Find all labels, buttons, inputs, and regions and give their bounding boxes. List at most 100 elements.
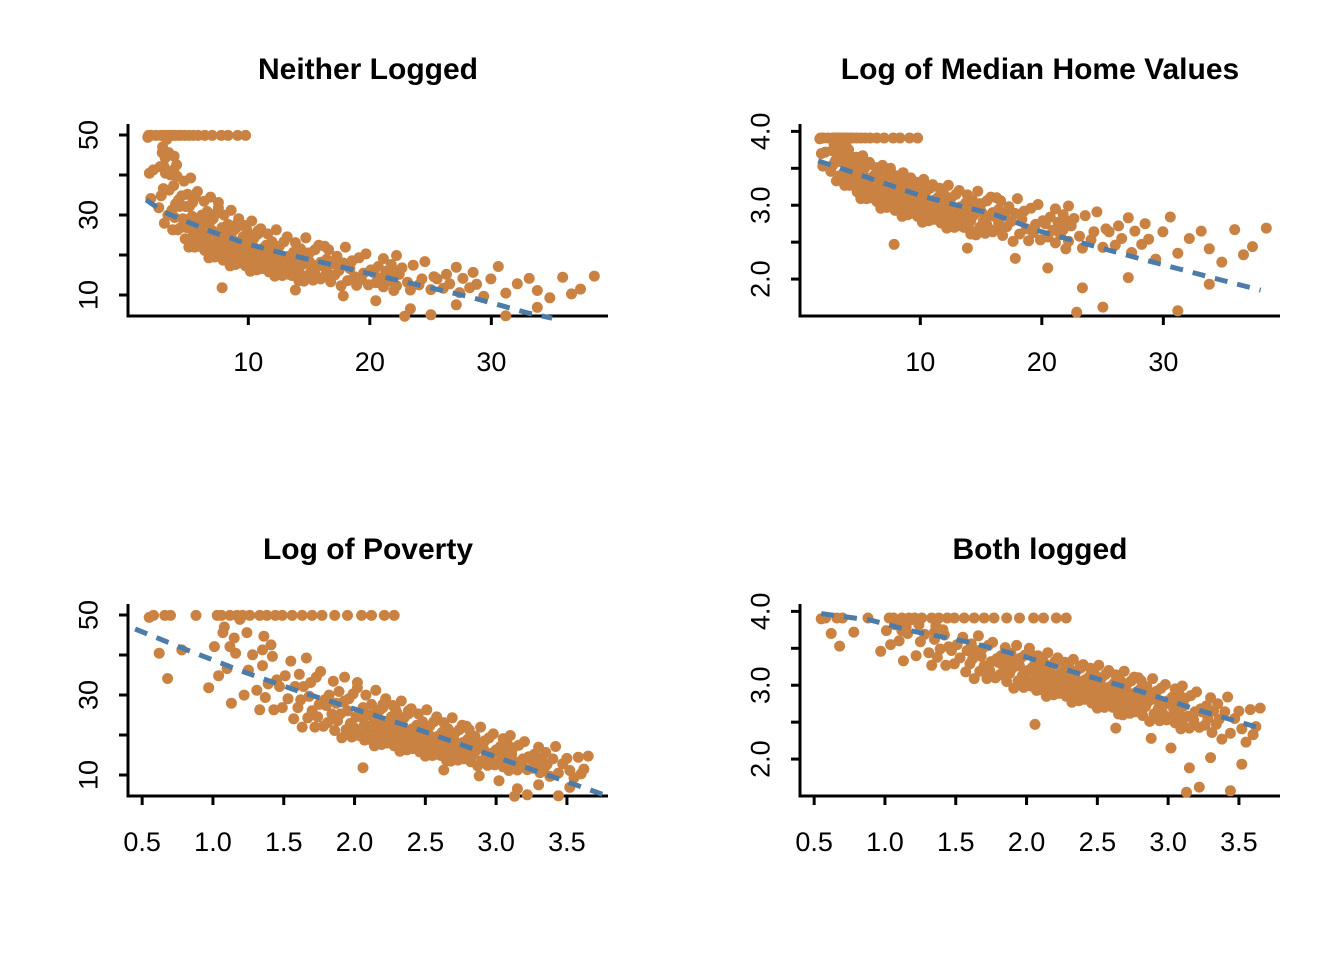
data-point	[511, 278, 523, 290]
data-point	[1011, 639, 1023, 651]
data-point	[1005, 216, 1017, 227]
data-point	[390, 704, 402, 716]
data-point	[225, 204, 237, 216]
data-point	[342, 609, 353, 621]
data-point	[1203, 278, 1215, 290]
x-tick-label: 1.0	[866, 827, 904, 857]
data-point	[1125, 690, 1137, 702]
data-point	[1071, 306, 1083, 318]
data-point	[1216, 733, 1228, 745]
data-point	[913, 179, 925, 191]
data-point	[228, 632, 240, 644]
x-tick-label: 2.0	[1008, 827, 1046, 857]
data-point	[884, 162, 896, 174]
data-point	[364, 733, 376, 745]
data-point	[171, 159, 183, 171]
data-point	[460, 720, 472, 732]
data-point	[894, 132, 906, 144]
x-tick-label: 0.5	[795, 827, 833, 857]
data-point	[448, 727, 460, 739]
data-point	[296, 609, 308, 621]
data-point	[1068, 213, 1080, 224]
data-point	[1224, 727, 1236, 739]
panel-title: Both logged	[953, 533, 1128, 566]
data-point	[1176, 680, 1188, 692]
data-point	[1049, 237, 1061, 249]
data-point	[213, 670, 225, 682]
data-point	[953, 185, 965, 196]
data-point	[965, 228, 977, 240]
data-point	[238, 689, 250, 701]
data-point	[1219, 706, 1231, 718]
data-point	[422, 741, 434, 752]
data-point	[471, 278, 483, 290]
data-point	[288, 713, 300, 725]
data-point	[1206, 727, 1218, 738]
data-point	[206, 129, 218, 141]
data-point	[357, 762, 369, 774]
data-point	[208, 641, 220, 653]
data-point	[1224, 785, 1236, 797]
data-point	[926, 659, 938, 671]
data-point	[251, 684, 263, 696]
data-point	[431, 273, 443, 285]
x-tick-label: 3.0	[1149, 827, 1187, 857]
data-point	[302, 247, 314, 259]
data-point	[264, 247, 276, 259]
data-point	[487, 728, 499, 740]
data-point	[306, 609, 318, 621]
data-point	[1116, 233, 1128, 244]
data-point	[1023, 235, 1035, 247]
data-point	[997, 230, 1009, 241]
data-point	[191, 186, 203, 197]
data-point	[531, 285, 543, 296]
x-tick-label: 10	[233, 347, 263, 377]
data-point	[1122, 212, 1134, 224]
data-point	[272, 261, 284, 272]
data-point	[1244, 704, 1256, 716]
data-point	[254, 704, 266, 716]
data-point	[240, 129, 252, 141]
data-point	[216, 609, 227, 621]
data-point	[1076, 282, 1088, 294]
data-point	[1157, 226, 1169, 238]
data-point	[908, 206, 920, 218]
data-point	[1172, 247, 1184, 259]
data-point	[1044, 211, 1056, 223]
data-point	[377, 253, 389, 265]
data-point	[1074, 230, 1085, 242]
data-point	[419, 256, 431, 268]
data-point	[897, 655, 909, 667]
data-point	[1097, 301, 1109, 313]
data-point	[913, 619, 925, 631]
data-point	[144, 129, 156, 141]
data-point	[974, 198, 986, 210]
data-point	[309, 260, 321, 272]
data-point	[1188, 714, 1200, 726]
data-point	[247, 649, 259, 661]
data-point	[857, 150, 869, 162]
panel-title: Log of Median Home Values	[841, 53, 1239, 86]
data-point	[934, 643, 946, 655]
data-point	[370, 295, 382, 307]
data-point	[293, 275, 305, 287]
x-tick-label: 3.0	[477, 827, 515, 857]
data-point	[315, 666, 327, 677]
data-point	[1014, 612, 1025, 624]
scatter-points	[815, 612, 1266, 798]
data-point	[972, 185, 984, 197]
data-point	[1247, 241, 1258, 253]
data-point	[226, 242, 238, 254]
panel-title: Neither Logged	[258, 53, 478, 86]
data-point	[521, 789, 533, 801]
data-point	[912, 132, 924, 144]
data-point	[1029, 718, 1041, 730]
data-point	[1222, 691, 1234, 703]
data-point	[1113, 220, 1124, 232]
data-point	[221, 253, 233, 265]
data-point	[1212, 698, 1224, 710]
data-point	[1093, 659, 1105, 671]
data-point	[830, 145, 842, 157]
data-point	[300, 652, 312, 664]
